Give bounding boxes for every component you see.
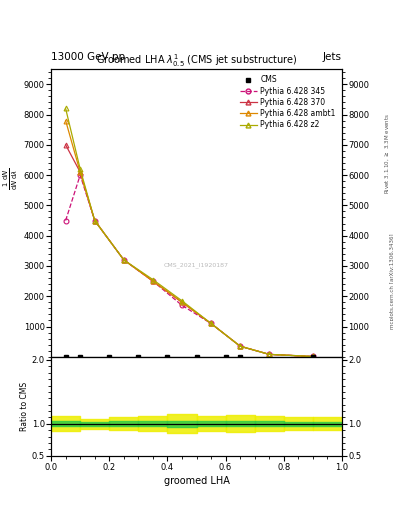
Y-axis label: Ratio to CMS: Ratio to CMS — [20, 381, 29, 431]
X-axis label: groomed LHA: groomed LHA — [163, 477, 230, 486]
Text: Rivet 3.1.10, $\geq$ 3.3M events: Rivet 3.1.10, $\geq$ 3.3M events — [383, 113, 391, 194]
Text: mcplots.cern.ch [arXiv:1306.3436]: mcplots.cern.ch [arXiv:1306.3436] — [390, 234, 393, 329]
Text: CMS_2021_I1920187: CMS_2021_I1920187 — [164, 262, 229, 268]
Legend: CMS, Pythia 6.428 345, Pythia 6.428 370, Pythia 6.428 ambt1, Pythia 6.428 z2: CMS, Pythia 6.428 345, Pythia 6.428 370,… — [237, 73, 338, 132]
Text: 13000 GeV pp: 13000 GeV pp — [51, 52, 125, 62]
Text: $\frac{1}{\mathrm{d}N}\frac{\mathrm{d}N}{\mathrm{d}\lambda}$: $\frac{1}{\mathrm{d}N}\frac{\mathrm{d}N}… — [2, 168, 20, 190]
Text: Jets: Jets — [323, 52, 342, 62]
Title: Groomed LHA $\lambda^{1}_{0.5}$ (CMS jet substructure): Groomed LHA $\lambda^{1}_{0.5}$ (CMS jet… — [96, 52, 297, 69]
